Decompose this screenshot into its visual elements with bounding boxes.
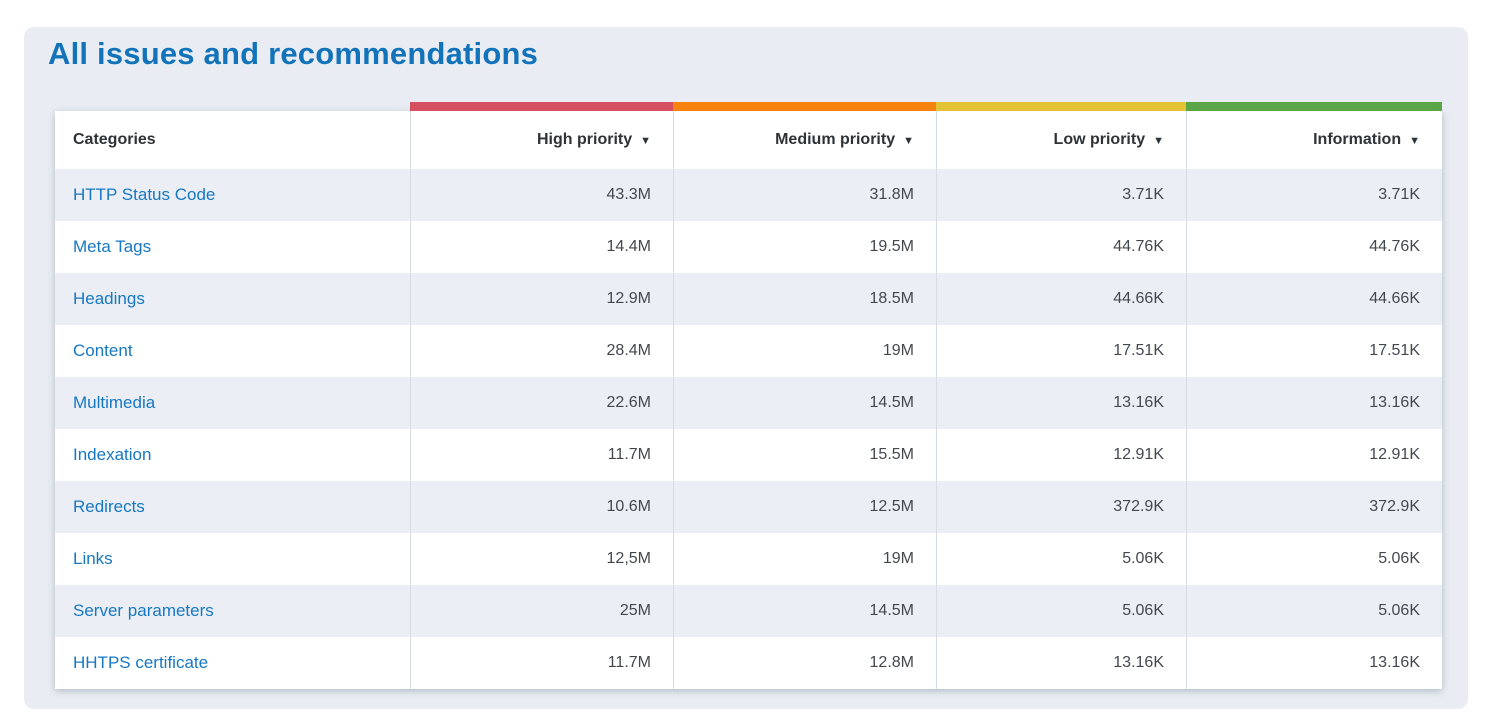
value-cell: 13.16K [1186, 637, 1442, 689]
priority-bar-high [410, 102, 673, 111]
value-cell: 14.4M [410, 221, 673, 273]
value-cell: 31.8M [673, 169, 936, 221]
category-cell: Indexation [55, 429, 410, 481]
column-header-label: Medium priority [775, 131, 896, 148]
value-cell: 12.91K [1186, 429, 1442, 481]
value-cell: 11.7M [410, 429, 673, 481]
category-cell: Meta Tags [55, 221, 410, 273]
column-header-low-priority[interactable]: Low priority ▼ [936, 102, 1186, 169]
table-row: Multimedia 22.6M 14.5M 13.16K 13.16K [55, 377, 1442, 429]
sort-arrow-icon[interactable]: ▼ [640, 135, 651, 147]
value-cell: 43.3M [410, 169, 673, 221]
column-header-high-priority[interactable]: High priority ▼ [410, 102, 673, 169]
value-cell: 17.51K [1186, 325, 1442, 377]
table-header-row: Categories High priority ▼ Medium priori… [55, 102, 1442, 169]
value-cell: 12.9M [410, 273, 673, 325]
page-title: All issues and recommendations [48, 36, 539, 71]
priority-bar-medium [673, 102, 936, 111]
categories-header: Categories [73, 131, 156, 148]
category-cell: Server parameters [55, 585, 410, 637]
value-cell: 13.16K [936, 637, 1186, 689]
table-row: HHTPS certificate 11.7M 12.8M 13.16K 13.… [55, 637, 1442, 689]
category-link[interactable]: HTTP Status Code [73, 185, 216, 204]
table-row: Redirects 10.6M 12.5M 372.9K 372.9K [55, 481, 1442, 533]
value-cell: 5.06K [1186, 585, 1442, 637]
value-cell: 12.91K [936, 429, 1186, 481]
issues-table: Categories High priority ▼ Medium priori… [55, 102, 1442, 689]
category-link[interactable]: HHTPS certificate [73, 653, 209, 672]
value-cell: 28.4M [410, 325, 673, 377]
value-cell: 12.8M [673, 637, 936, 689]
value-cell: 14.5M [673, 585, 936, 637]
column-header-label: Information [1313, 131, 1402, 148]
sort-arrow-icon[interactable]: ▼ [903, 135, 914, 147]
table-row: Content 28.4M 19M 17.51K 17.51K [55, 325, 1442, 377]
value-cell: 19.5M [673, 221, 936, 273]
table: Categories High priority ▼ Medium priori… [55, 102, 1442, 689]
value-cell: 19M [673, 325, 936, 377]
value-cell: 22.6M [410, 377, 673, 429]
value-cell: 17.51K [936, 325, 1186, 377]
table-row: Indexation 11.7M 15.5M 12.91K 12.91K [55, 429, 1442, 481]
table-row: HTTP Status Code 43.3M 31.8M 3.71K 3.71K [55, 169, 1442, 221]
value-cell: 3.71K [936, 169, 1186, 221]
value-cell: 10.6M [410, 481, 673, 533]
report-card: All issues and recommendations Categorie… [24, 27, 1468, 709]
category-link[interactable]: Meta Tags [73, 237, 152, 256]
value-cell: 14.5M [673, 377, 936, 429]
value-cell: 12,5M [410, 533, 673, 585]
value-cell: 44.66K [1186, 273, 1442, 325]
value-cell: 372.9K [936, 481, 1186, 533]
category-cell: Redirects [55, 481, 410, 533]
value-cell: 44.66K [936, 273, 1186, 325]
column-header-label: Low priority [1053, 131, 1146, 148]
category-link[interactable]: Indexation [73, 445, 152, 464]
value-cell: 25M [410, 585, 673, 637]
value-cell: 3.71K [1186, 169, 1442, 221]
column-header-information[interactable]: Information ▼ [1186, 102, 1442, 169]
category-link[interactable]: Multimedia [73, 393, 156, 412]
category-cell: Content [55, 325, 410, 377]
value-cell: 5.06K [1186, 533, 1442, 585]
value-cell: 15.5M [673, 429, 936, 481]
table-row: Server parameters 25M 14.5M 5.06K 5.06K [55, 585, 1442, 637]
value-cell: 13.16K [1186, 377, 1442, 429]
value-cell: 18.5M [673, 273, 936, 325]
column-header-medium-priority[interactable]: Medium priority ▼ [673, 102, 936, 169]
table-row: Headings 12.9M 18.5M 44.66K 44.66K [55, 273, 1442, 325]
value-cell: 19M [673, 533, 936, 585]
table-row: Links 12,5M 19M 5.06K 5.06K [55, 533, 1442, 585]
category-link[interactable]: Links [73, 549, 113, 568]
category-cell: HHTPS certificate [55, 637, 410, 689]
column-header-label: High priority [537, 131, 633, 148]
category-link[interactable]: Server parameters [73, 601, 214, 620]
value-cell: 44.76K [936, 221, 1186, 273]
value-cell: 12.5M [673, 481, 936, 533]
sort-arrow-icon[interactable]: ▼ [1153, 135, 1164, 147]
value-cell: 5.06K [936, 585, 1186, 637]
category-link[interactable]: Redirects [73, 497, 145, 516]
value-cell: 11.7M [410, 637, 673, 689]
sort-arrow-icon[interactable]: ▼ [1409, 135, 1420, 147]
category-link[interactable]: Content [73, 341, 133, 360]
category-cell: HTTP Status Code [55, 169, 410, 221]
category-cell: Headings [55, 273, 410, 325]
category-cell: Links [55, 533, 410, 585]
priority-bar-information [1186, 102, 1442, 111]
value-cell: 13.16K [936, 377, 1186, 429]
value-cell: 44.76K [1186, 221, 1442, 273]
priority-bar-low [936, 102, 1186, 111]
category-link[interactable]: Headings [73, 289, 145, 308]
table-row: Meta Tags 14.4M 19.5M 44.76K 44.76K [55, 221, 1442, 273]
table-body: HTTP Status Code 43.3M 31.8M 3.71K 3.71K… [55, 169, 1442, 689]
value-cell: 372.9K [1186, 481, 1442, 533]
category-cell: Multimedia [55, 377, 410, 429]
value-cell: 5.06K [936, 533, 1186, 585]
